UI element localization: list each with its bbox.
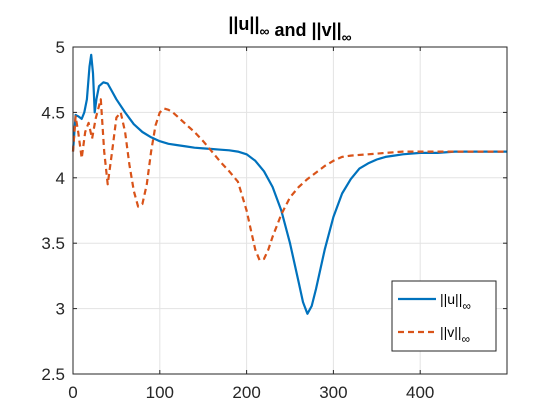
legend: ||u||∞ ||v||∞ [391,280,497,352]
series-line-u [71,53,507,315]
y-tick-label: 2.5 [41,365,65,384]
title-part-2: ||v|| [312,20,342,40]
y-tick-label: 3.5 [41,234,65,253]
legend-label-v: ||v||∞ [440,324,470,346]
x-tick-label: 300 [319,383,347,402]
axis-ticks: 0 100 200 300 400 2.5 3 3.5 4 4.5 5 [41,38,507,402]
title-subscript-2: ∞ [342,29,352,45]
x-tick-label: 200 [232,383,260,402]
chart-title: ||u||∞ and ||v||∞ [228,14,351,45]
x-tick-label: 400 [406,383,434,402]
title-part-0: ||u|| [228,14,259,34]
series-lines [71,53,507,315]
axes-box [72,46,508,375]
y-tick-label: 5 [56,38,65,57]
y-tick-label: 4.5 [41,103,65,122]
title-part-1: and [269,20,311,40]
legend-box [391,280,497,352]
title-subscript-0: ∞ [260,23,270,39]
x-tick-label: 0 [68,383,77,402]
x-tick-label: 100 [146,383,174,402]
y-tick-label: 3 [56,300,65,319]
y-tick-label: 4 [56,169,65,188]
legend-label-u: ||u||∞ [440,291,471,313]
series-line-v [71,98,507,262]
